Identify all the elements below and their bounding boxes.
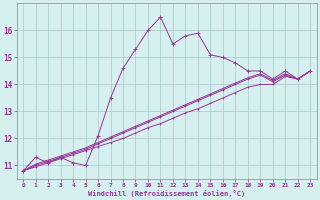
- X-axis label: Windchill (Refroidissement éolien,°C): Windchill (Refroidissement éolien,°C): [88, 190, 245, 197]
